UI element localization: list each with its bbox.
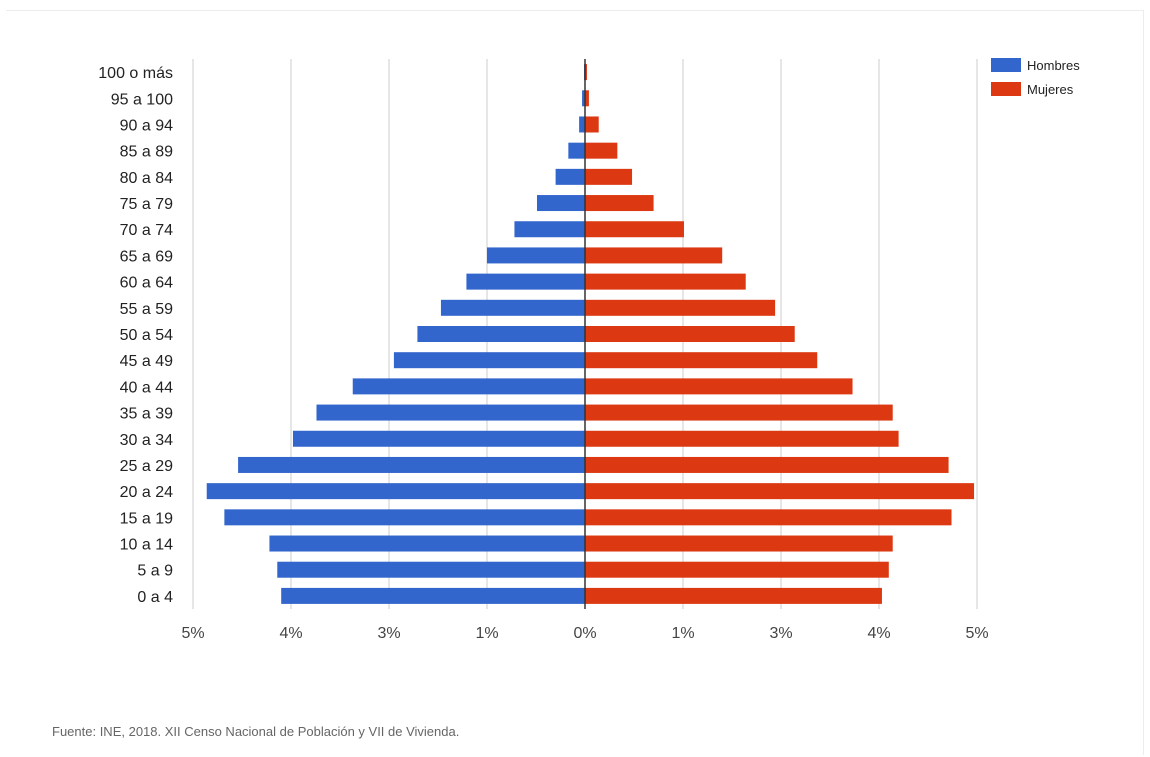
bar-hombres (466, 273, 585, 290)
category-label: 80 a 84 (120, 170, 173, 187)
category-label: 70 a 74 (120, 222, 173, 239)
x-tick-label-2: 3% (377, 625, 400, 642)
bar-mujeres (585, 142, 618, 159)
category-label: 0 a 4 (137, 589, 173, 606)
bar-mujeres (585, 352, 818, 369)
bar-mujeres (585, 456, 949, 473)
bar-hombres (579, 116, 585, 133)
bar-mujeres (585, 90, 589, 107)
bar-hombres (440, 299, 585, 316)
bar-hombres (568, 142, 585, 159)
x-tick-label-1: 4% (279, 625, 302, 642)
category-label: 15 a 19 (120, 510, 173, 527)
legend-swatch-hombres (991, 58, 1021, 72)
legend-label-mujeres: Mujeres (1027, 82, 1074, 97)
bar-mujeres (585, 64, 587, 81)
bar-hombres (417, 326, 585, 342)
legend-label-hombres: Hombres (1027, 58, 1080, 73)
x-tick-label-4: 0% (573, 625, 596, 642)
source-note: Fuente: INE, 2018. XII Censo Nacional de… (52, 724, 460, 739)
bar-hombres (555, 168, 585, 185)
category-label: 10 a 14 (120, 537, 173, 554)
bar-hombres (393, 352, 585, 369)
bar-hombres (536, 195, 585, 212)
bar-hombres (269, 535, 585, 552)
bar-hombres (582, 90, 585, 107)
bar-mujeres (585, 273, 746, 290)
chart-frame (6, 10, 1144, 755)
bar-mujeres (585, 535, 893, 552)
x-tick-label-8: 5% (965, 625, 988, 642)
bar-mujeres (585, 299, 776, 316)
x-tick-label-7: 4% (867, 625, 890, 642)
category-label: 5 a 9 (137, 563, 173, 580)
bar-hombres (238, 456, 585, 473)
bar-hombres (224, 509, 586, 526)
category-label: 45 a 49 (120, 353, 173, 370)
bar-mujeres (585, 195, 654, 212)
bar-mujeres (585, 509, 952, 526)
category-label: 85 a 89 (120, 144, 173, 161)
bar-hombres (352, 378, 585, 395)
category-label: 65 a 69 (120, 248, 173, 265)
bar-hombres (316, 404, 585, 421)
category-label: 50 a 54 (120, 327, 173, 344)
bar-hombres (206, 483, 585, 500)
bar-mujeres (585, 221, 684, 238)
x-tick-label-0: 5% (181, 625, 204, 642)
bar-mujeres (585, 404, 893, 421)
x-tick-label-6: 3% (769, 625, 792, 642)
bar-mujeres (585, 168, 633, 185)
bar-hombres (277, 561, 585, 578)
category-label: 95 a 100 (111, 91, 173, 108)
category-label: 25 a 29 (120, 458, 173, 475)
category-label: 75 a 79 (120, 196, 173, 213)
bar-mujeres (585, 378, 853, 395)
category-label: 35 a 39 (120, 406, 173, 423)
bar-hombres (487, 247, 585, 264)
bar-hombres (292, 430, 585, 447)
x-tick-label-5: 1% (671, 625, 694, 642)
x-tick-label-3: 1% (475, 625, 498, 642)
bar-mujeres (585, 247, 723, 264)
category-label: 40 a 44 (120, 379, 173, 396)
bar-mujeres (585, 430, 899, 447)
population-pyramid-chart: 5% 4% 3% 1% 0% 1% 3% 4% 5% 100 o más 95 a 100 90 a … (98, 58, 1080, 642)
category-label: 20 a 24 (120, 484, 173, 501)
category-label: 90 a 94 (120, 117, 173, 134)
bar-mujeres (585, 116, 599, 133)
legend-swatch-mujeres (991, 82, 1021, 96)
category-label: 55 a 59 (120, 301, 173, 318)
bar-mujeres (585, 561, 889, 578)
bar-hombres (281, 587, 585, 604)
category-label: 100 o más (98, 65, 173, 82)
bar-mujeres (585, 587, 882, 604)
bar-mujeres (585, 483, 975, 500)
category-label: 60 a 64 (120, 275, 173, 292)
category-label: 30 a 34 (120, 432, 173, 449)
bar-mujeres (585, 326, 795, 342)
bar-hombres (514, 221, 585, 238)
